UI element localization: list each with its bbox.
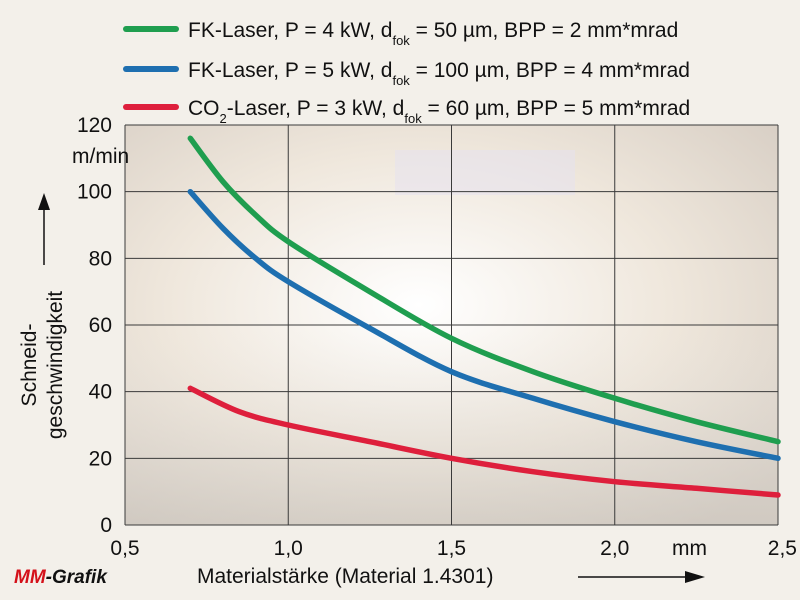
y-tick-label: 40 bbox=[89, 381, 112, 404]
x-tick-label: 1,0 bbox=[274, 537, 303, 560]
legend-entry-3: CO2-Laser, P = 3 kW, dfok = 60 µm, BPP =… bbox=[188, 97, 690, 126]
x-tick-label: 2,5 bbox=[768, 537, 797, 560]
y-axis-arrowhead bbox=[38, 193, 50, 210]
y-axis-ticks: 0 20 40 60 80 100 120 bbox=[77, 114, 112, 537]
x-tick-label: 0,5 bbox=[110, 537, 139, 560]
series-line-2 bbox=[187, 188, 781, 462]
x-tick-label: 2,0 bbox=[600, 537, 629, 560]
legend-entry-2: FK-Laser, P = 5 kW, dfok = 100 µm, BPP =… bbox=[188, 59, 690, 88]
legend-entry-1: FK-Laser, P = 4 kW, dfok = 50 µm, BPP = … bbox=[188, 19, 678, 48]
x-tick-label: 1,5 bbox=[437, 537, 466, 560]
x-axis-title: Materialstärke (Material 1.4301) bbox=[197, 565, 493, 588]
y-axis-title: Schneid- geschwindigkeit bbox=[18, 291, 67, 439]
svg-text:MM-Grafik: MM-Grafik bbox=[14, 567, 108, 588]
logo-rest: -Grafik bbox=[46, 567, 109, 588]
series-group bbox=[187, 135, 781, 498]
y-tick-label: 80 bbox=[89, 247, 112, 270]
x-axis-arrowhead bbox=[685, 571, 705, 583]
y-tick-label: 0 bbox=[100, 514, 112, 537]
y-tick-label: 120 bbox=[77, 114, 112, 137]
y-tick-label: 100 bbox=[77, 181, 112, 204]
mm-grafik-logo: MM-Grafik bbox=[14, 567, 108, 588]
series-line-1 bbox=[187, 135, 781, 445]
x-unit-label: mm bbox=[672, 537, 707, 560]
x-axis-ticks: 0,5 1,0 1,5 2,0 2,5 bbox=[110, 537, 797, 560]
legend: FK-Laser, P = 4 kW, dfok = 50 µm, BPP = … bbox=[123, 19, 690, 126]
y-axis-title-line-1: Schneid- bbox=[18, 324, 41, 407]
series-line-3 bbox=[187, 385, 781, 498]
y-tick-label: 60 bbox=[89, 314, 112, 337]
logo-mm: MM bbox=[14, 567, 47, 588]
y-unit-label: m/min bbox=[72, 145, 129, 168]
y-tick-label: 20 bbox=[89, 447, 112, 470]
grid bbox=[124, 124, 779, 526]
y-axis-title-line-2: geschwindigkeit bbox=[44, 291, 67, 439]
